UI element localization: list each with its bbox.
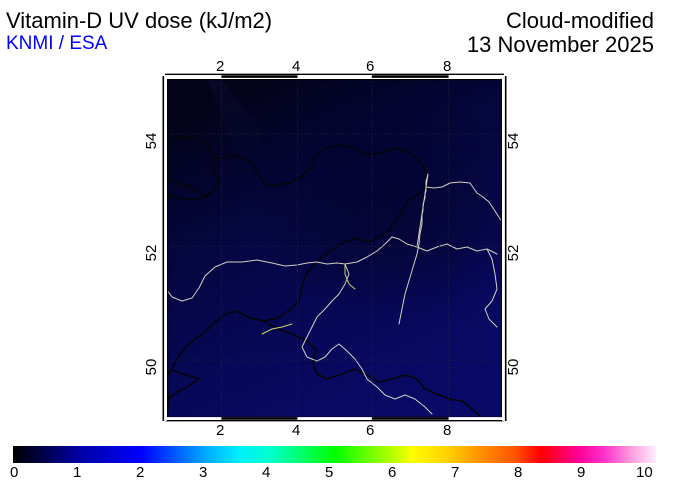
svg-text:52: 52 bbox=[143, 245, 160, 262]
svg-text:54: 54 bbox=[505, 133, 522, 150]
svg-text:50: 50 bbox=[143, 359, 160, 376]
svg-text:54: 54 bbox=[143, 133, 160, 150]
svg-text:52: 52 bbox=[505, 245, 522, 262]
svg-text:50: 50 bbox=[505, 359, 522, 376]
